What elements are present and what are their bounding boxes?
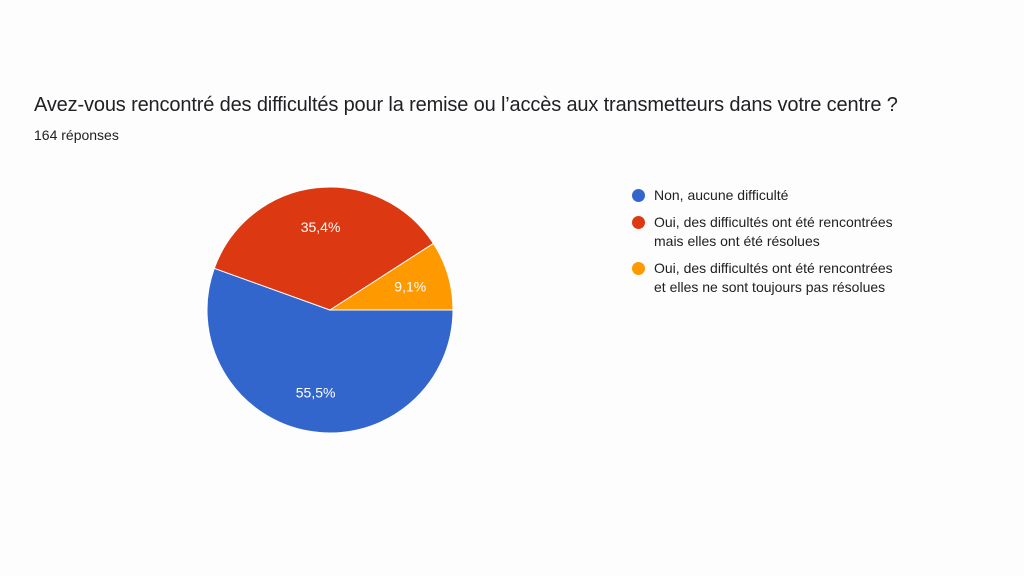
pie-slice-3[interactable] [328, 242, 454, 311]
slice-value-label-2: 35,4% [301, 219, 341, 235]
legend-swatch-icon [632, 261, 645, 275]
slice-value-label-1: 55,5% [296, 384, 336, 400]
legend-label: Oui, des difficultés ont été rencontrées… [654, 213, 893, 250]
legend: Non, aucune difficulté Oui, des difficult… [632, 186, 972, 305]
pie-slice-1[interactable] [206, 267, 454, 434]
legend-swatch-icon [632, 215, 645, 229]
legend-item-1[interactable]: Non, aucune difficulté [632, 186, 972, 206]
legend-label: Non, aucune difficulté [654, 187, 789, 203]
legend-label: Oui, des difficultés ont été rencontrées… [654, 259, 893, 296]
pie-slice-2[interactable] [213, 186, 435, 311]
legend-item-3[interactable]: Oui, des difficultés ont été rencontrées… [632, 259, 972, 298]
legend-swatch-icon [632, 189, 645, 202]
slice-value-label-3: 9,1% [394, 278, 426, 294]
legend-item-2[interactable]: Oui, des difficultés ont été rencontrées… [632, 213, 972, 252]
response-count: 164 réponses [34, 127, 119, 143]
question-title: Avez-vous rencontré des difficultés pour… [34, 94, 898, 116]
